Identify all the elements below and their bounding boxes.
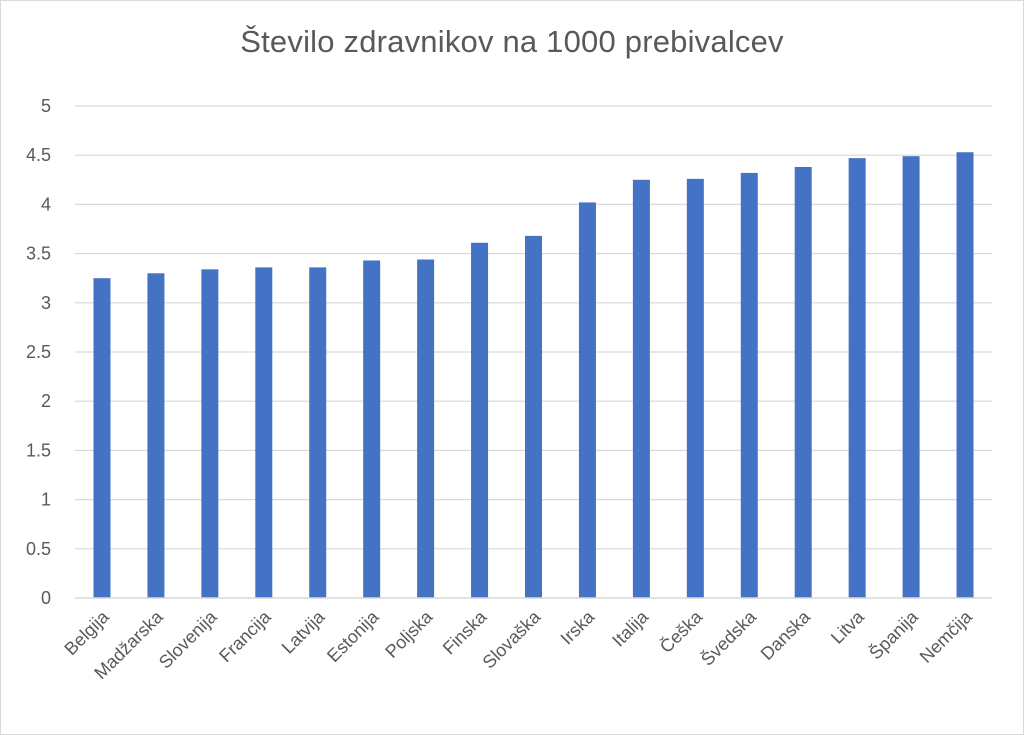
x-category-label: Češka — [655, 605, 707, 657]
y-tick-label: 3.5 — [26, 244, 51, 264]
bar-francija — [255, 267, 273, 598]
x-category-label: Latvija — [278, 606, 330, 658]
bar-belgija — [93, 278, 111, 598]
y-tick-label: 0.5 — [26, 539, 51, 559]
y-tick-label: 3 — [41, 293, 51, 313]
x-category-label: Danska — [757, 606, 815, 664]
x-category-label: Estonija — [323, 606, 383, 666]
x-category-label: Nemčija — [916, 606, 977, 667]
bar-slovaška — [525, 235, 542, 598]
x-category-label: Italija — [608, 606, 653, 651]
x-category-label: Francija — [215, 606, 275, 666]
x-category-label: Španija — [865, 605, 923, 663]
bar-irska — [578, 202, 596, 598]
bar-danska — [794, 167, 812, 598]
y-tick-label: 2 — [41, 391, 51, 411]
y-tick-label: 4.5 — [26, 145, 51, 165]
x-category-label: Poljska — [381, 606, 437, 662]
x-category-label: Švedska — [696, 605, 760, 669]
bar-španija — [902, 156, 920, 598]
x-category-label: Litva — [827, 606, 869, 648]
x-category-label: Slovenija — [155, 606, 221, 672]
y-axis-tick-labels: 0 0.5 1 1.5 2 2.5 3 3.5 4 4.5 5 — [26, 96, 51, 608]
y-tick-label: 1.5 — [26, 440, 51, 460]
y-tick-label: 2.5 — [26, 342, 51, 362]
x-category-label: Slovaška — [479, 606, 545, 672]
bar-finska — [471, 242, 489, 598]
bar-švedska — [740, 172, 758, 599]
bar-slovenija — [201, 269, 219, 598]
bars — [93, 152, 974, 599]
x-category-label: Belgija — [60, 606, 113, 659]
y-tick-label: 0 — [41, 588, 51, 608]
bar-italija — [632, 179, 650, 599]
x-category-label: Irska — [557, 606, 599, 648]
y-tick-label: 4 — [41, 194, 51, 214]
chart-title: Število zdravnikov na 1000 prebivalcev — [240, 24, 784, 59]
x-category-label: Finska — [439, 606, 491, 658]
bar-poljska — [417, 259, 435, 598]
bar-nemčija — [956, 152, 974, 599]
bar-latvija — [309, 267, 327, 598]
y-tick-label: 5 — [41, 96, 51, 116]
bar-estonija — [363, 260, 381, 598]
bar-češka — [686, 178, 704, 599]
y-tick-label: 1 — [41, 490, 51, 510]
bar-litva — [848, 158, 866, 599]
bar-madžarska — [147, 273, 165, 598]
